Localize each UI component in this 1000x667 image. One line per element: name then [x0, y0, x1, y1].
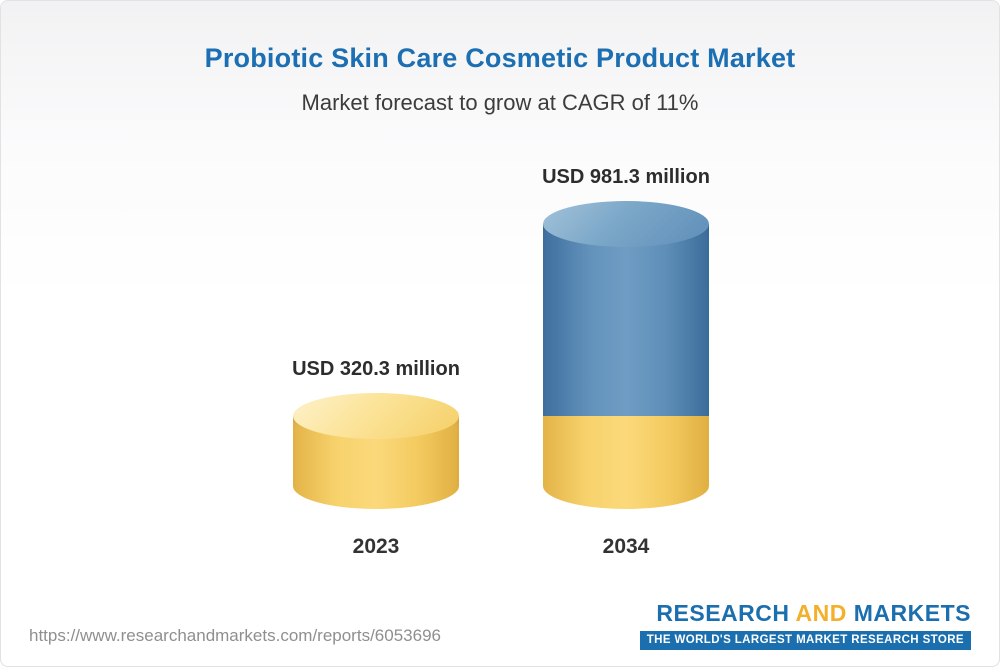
cylinder-2034-growth-segment — [543, 224, 709, 416]
research-and-markets-logo: RESEARCH AND MARKETS THE WORLD'S LARGEST… — [639, 600, 971, 650]
cylinder-bar-chart: USD 320.3 million 2023 USD 981.3 million… — [1, 99, 999, 559]
cylinder-2023 — [293, 393, 459, 509]
page-subtitle: Market forecast to grow at CAGR of 11% — [301, 90, 699, 115]
cylinder-2023-top-cap — [293, 393, 459, 439]
value-label-2023: USD 320.3 million — [292, 358, 460, 380]
cylinder-2034 — [543, 201, 709, 509]
logo-word-markets: MARKETS — [853, 600, 971, 626]
logo-word-and: AND — [795, 600, 847, 626]
report-url: https://www.researchandmarkets.com/repor… — [29, 626, 441, 645]
year-label-2034: 2034 — [602, 535, 650, 558]
cylinder-2034-base-segment — [543, 416, 709, 509]
page-title: Probiotic Skin Care Cosmetic Product Mar… — [204, 43, 796, 73]
value-label-2034: USD 981.3 million — [542, 166, 710, 188]
year-label-2023: 2023 — [352, 535, 400, 558]
logo-tagline: THE WORLD'S LARGEST MARKET RESEARCH STOR… — [639, 631, 971, 650]
bar-group-2023: USD 320.3 million 2023 — [256, 358, 496, 559]
logo-wordmark: RESEARCH AND MARKETS — [640, 600, 971, 627]
logo-word-research: RESEARCH — [656, 600, 790, 626]
bar-group-2034: USD 981.3 million 2034 — [506, 166, 746, 559]
cylinder-2034-top-cap — [543, 201, 709, 247]
